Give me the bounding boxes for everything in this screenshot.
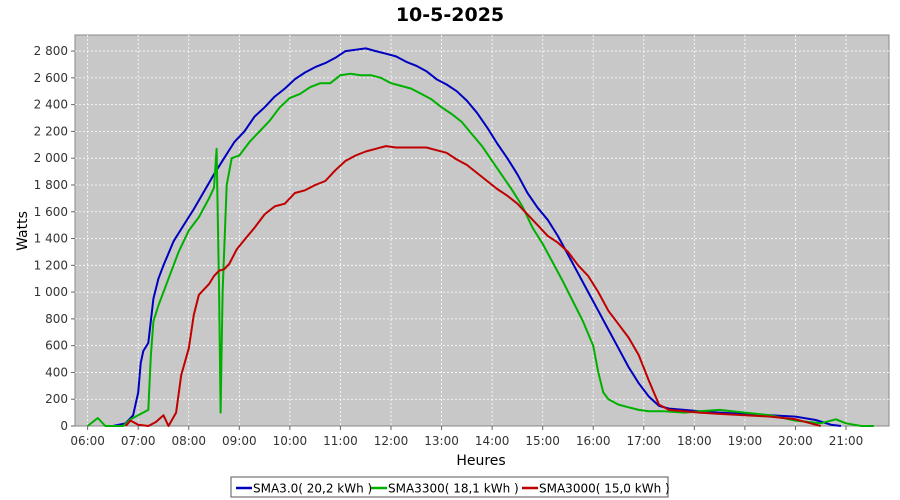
y-axis-ticks: 0 200 400 600 800 1 000 1 200 1 400 1 600 1 800 2 … (34, 44, 75, 433)
legend: SMA3.0( 20,2 kWh ) SMA3300( 18,1 kWh ) SMA… (230, 476, 670, 498)
y-tick-label: 200 (45, 392, 68, 406)
x-tick-label: 07:00 (121, 434, 156, 448)
x-tick-label: 18:00 (677, 434, 712, 448)
x-tick-label: 16:00 (576, 434, 611, 448)
x-axis-ticks: 06:00 07:00 08:00 09:00 10:00 11:00 12:00 13:00… (70, 426, 863, 448)
x-tick-label: 12:00 (374, 434, 409, 448)
legend-label-3: SMA3000( 15,0 kWh ) (539, 482, 670, 496)
x-axis-label: Heures (456, 453, 505, 469)
y-tick-label: 2 600 (34, 71, 68, 85)
plot-area (74, 34, 890, 427)
y-tick-label: 1 200 (34, 258, 68, 272)
x-tick-label: 19:00 (728, 434, 763, 448)
x-tick-label: 08:00 (171, 434, 206, 448)
x-tick-label: 06:00 (70, 434, 105, 448)
legend-label-1: SMA3.0( 20,2 kWh ) (253, 482, 372, 496)
y-tick-label: 1 400 (34, 232, 68, 246)
grid (75, 35, 889, 426)
legend-label-2: SMA3300( 18,1 kWh ) (388, 482, 519, 496)
y-axis-label: Watts (15, 211, 31, 251)
series-line-3 (124, 145, 821, 427)
series-line-1 (112, 47, 842, 427)
x-tick-label: 11:00 (323, 434, 358, 448)
x-tick-label: 13:00 (424, 434, 459, 448)
y-tick-label: 2 800 (34, 44, 68, 58)
y-tick-label: 2 200 (34, 124, 68, 138)
chart-title: 10-5-2025 (396, 4, 504, 26)
y-tick-label: 2 000 (34, 151, 68, 165)
series-lines (86, 47, 874, 427)
series-line-2 (86, 72, 874, 427)
legend-box (230, 476, 669, 498)
y-tick-label: 2 400 (34, 98, 68, 112)
y-tick-label: 1 800 (34, 178, 68, 192)
y-tick-label: 400 (45, 365, 68, 379)
y-tick-label: 800 (45, 312, 68, 326)
x-tick-label: 10:00 (273, 434, 308, 448)
y-tick-label: 1 000 (34, 285, 68, 299)
y-tick-label: 600 (45, 339, 68, 353)
x-tick-label: 09:00 (222, 434, 257, 448)
x-tick-label: 20:00 (778, 434, 813, 448)
x-tick-label: 15:00 (525, 434, 560, 448)
x-tick-label: 21:00 (829, 434, 864, 448)
x-tick-label: 17:00 (626, 434, 661, 448)
y-tick-label: 0 (60, 419, 68, 433)
y-tick-label: 1 600 (34, 205, 68, 219)
x-tick-label: 14:00 (475, 434, 510, 448)
